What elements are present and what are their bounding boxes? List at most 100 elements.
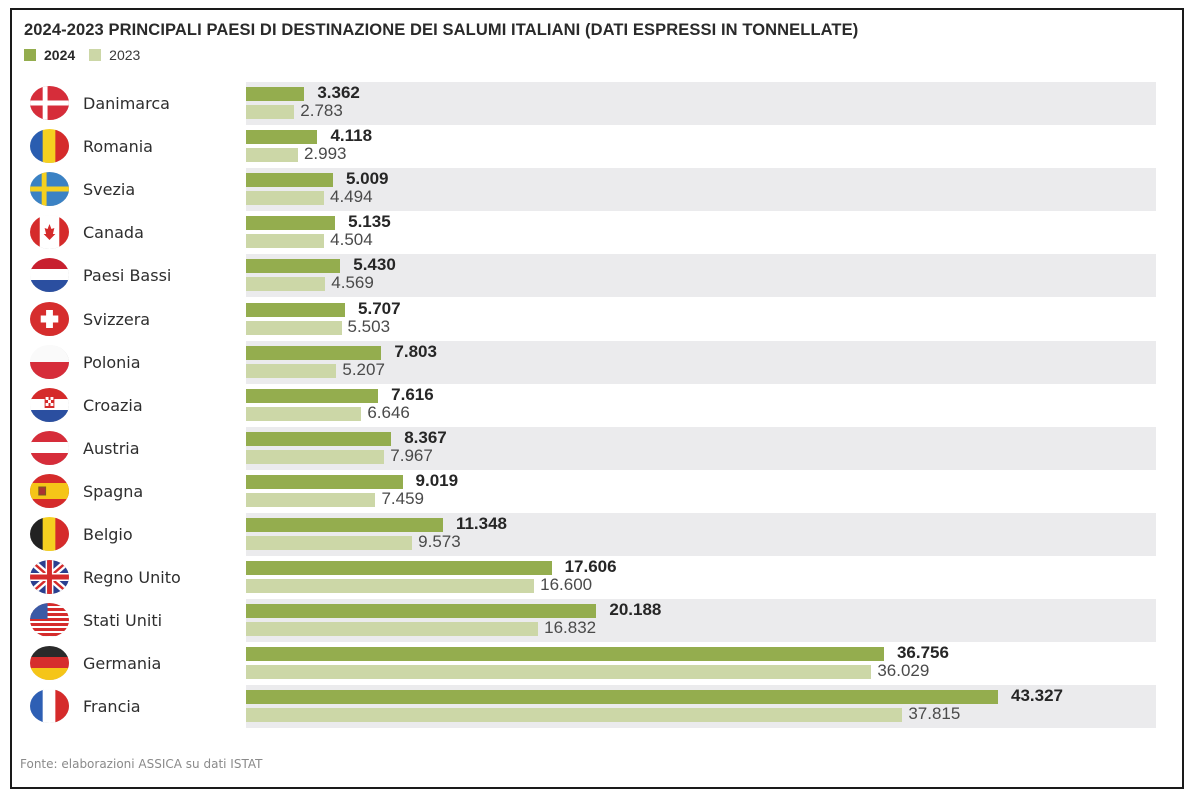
bar-2024	[246, 604, 597, 619]
bar-2024	[246, 87, 305, 101]
category-label: Stati Uniti	[83, 611, 163, 631]
legend-swatch-2024	[24, 49, 36, 61]
bar-2024	[246, 130, 318, 145]
bar-2024	[246, 561, 552, 576]
row-band	[246, 254, 1156, 298]
bar-2024	[246, 474, 403, 489]
flag-switzerland-icon	[30, 301, 69, 336]
data-label-2023: 5.503	[347, 316, 391, 336]
flag-denmark-icon	[30, 86, 69, 120]
data-label-2024: 3.362	[317, 83, 360, 102]
data-label-2024: 5.707	[358, 298, 401, 318]
row-band	[246, 125, 1156, 168]
data-label-2023: 2.783	[300, 101, 343, 120]
data-label-2023: 37.815	[908, 704, 961, 724]
data-label-2024: 5.430	[353, 255, 396, 275]
bar-2023	[246, 406, 362, 421]
bar-2023	[246, 234, 325, 249]
data-label-2024: 36.756	[896, 643, 949, 663]
category-label: Svizzera	[83, 309, 151, 329]
bar-2024	[246, 518, 443, 532]
category-label: Austria	[83, 438, 140, 458]
data-label-2024: 8.367	[404, 427, 447, 447]
data-label-2023: 2.993	[303, 144, 347, 164]
row-band	[246, 426, 1156, 470]
bar-2023	[246, 492, 376, 507]
category-label: Regno Unito	[83, 568, 181, 588]
flag-austria-icon	[30, 430, 69, 465]
category-label: Paesi Bassi	[83, 266, 172, 286]
chart-row: Svezia 5.009 4.494	[0, 168, 1200, 212]
bar-2024	[246, 259, 341, 274]
data-label-2023: 16.832	[544, 618, 597, 638]
flag-croatia-icon	[30, 387, 69, 422]
bar-2024	[246, 302, 346, 317]
bar-2023	[246, 277, 326, 292]
chart-row: Spagna 9.019 7.459	[0, 470, 1200, 513]
data-label-2023: 4.494	[329, 187, 373, 207]
bar-2024	[246, 216, 336, 231]
bar-2023	[246, 363, 337, 378]
legend: 2024 2023	[24, 47, 154, 63]
data-label-2024: 9.019	[415, 470, 459, 490]
data-label-2024: 17.606	[564, 557, 617, 577]
chart-title: 2024-2023 PRINCIPALI PAESI DI DESTINAZIO…	[24, 21, 859, 39]
flag-spain-icon	[30, 473, 69, 508]
flag-canada-icon	[30, 215, 69, 250]
data-label-2023: 6.646	[367, 402, 410, 422]
chart-row: Romania 4.118 2.993	[0, 125, 1200, 168]
data-label-2024: 11.348	[455, 514, 508, 533]
chart-row: Francia 43.327 37.815	[0, 685, 1200, 729]
category-label: Canada	[83, 223, 144, 243]
legend-item-2024: 2024	[24, 47, 75, 63]
flag-netherlands-icon	[30, 258, 69, 293]
bar-2024	[246, 173, 333, 188]
data-label-2024: 5.135	[348, 212, 391, 232]
data-label-2024: 20.188	[609, 600, 662, 620]
chart-row: Polonia 7.803 5.207	[0, 340, 1200, 384]
chart-row: Germania 36.756 36.029	[0, 642, 1200, 685]
category-label: Danimarca	[83, 94, 170, 113]
bar-2024	[246, 647, 884, 662]
row-band	[246, 168, 1156, 212]
legend-item-2023: 2023	[89, 47, 140, 63]
category-label: Germania	[83, 654, 162, 674]
bar-2023	[246, 622, 539, 637]
chart-row: Austria 8.367 7.967	[0, 426, 1200, 470]
data-label-2023: 4.504	[330, 230, 373, 250]
row-band	[246, 340, 1156, 384]
source-note: Fonte: elaborazioni ASSICA su dati ISTAT	[20, 757, 263, 771]
data-label-2023: 36.029	[877, 661, 930, 681]
row-band	[246, 82, 1156, 125]
bar-2023	[246, 665, 872, 680]
chart-row: Belgio 11.348 9.573	[0, 513, 1200, 556]
category-label: Polonia	[83, 352, 141, 372]
legend-swatch-2023	[89, 49, 102, 61]
data-label-2023: 16.600	[540, 575, 593, 595]
category-label: Spagna	[83, 481, 144, 501]
chart-row: Paesi Bassi 5.430 4.569	[0, 254, 1200, 298]
chart-row: Stati Uniti 20.188 16.832	[0, 599, 1200, 643]
bar-2023	[246, 708, 903, 723]
chart-row: Regno Unito 17.606 16.600	[0, 556, 1200, 599]
flag-france-icon	[30, 689, 69, 724]
flag-usa-icon	[30, 603, 69, 638]
chart-row: Svizzera 5.707 5.503	[0, 298, 1200, 341]
bar-2024	[246, 388, 379, 403]
category-label: Romania	[83, 137, 153, 157]
bar-2024	[246, 431, 392, 446]
bar-2023	[246, 320, 342, 335]
bar-2023	[246, 449, 385, 464]
bar-2023	[246, 105, 295, 119]
bar-2023	[246, 536, 413, 550]
legend-label-2023: 2023	[109, 47, 141, 63]
flag-uk-icon	[30, 560, 69, 595]
data-label-2023: 4.569	[331, 273, 374, 293]
chart-row: Croazia 7.616 6.646	[0, 384, 1200, 427]
chart-row: Danimarca 3.362 2.783	[0, 82, 1200, 125]
category-label: Croazia	[83, 395, 143, 415]
category-label: Belgio	[83, 525, 133, 544]
data-label-2023: 5.207	[342, 359, 385, 379]
flag-romania-icon	[30, 129, 69, 164]
